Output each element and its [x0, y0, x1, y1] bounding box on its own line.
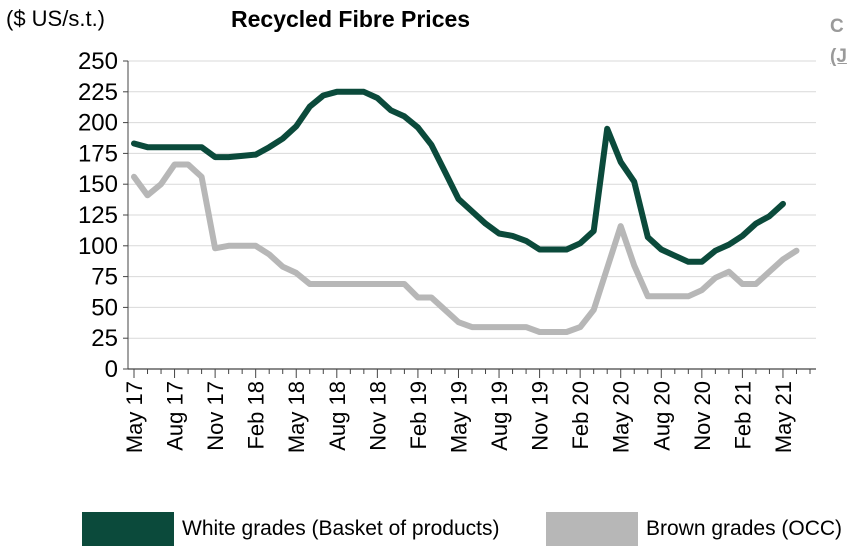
side-title-line-2: (J — [830, 46, 847, 67]
x-tick-label: May 19 — [446, 381, 471, 453]
side-title-line-1: C — [830, 16, 844, 37]
legend-item-brown-grades: Brown grades (OCC) — [546, 512, 842, 546]
x-tick-label: Feb 21 — [730, 381, 755, 450]
legend-label-white-grades: White grades (Basket of products) — [182, 517, 500, 540]
legend-label-brown-grades: Brown grades (OCC) — [646, 517, 843, 540]
legend-swatch-brown-grades — [546, 512, 638, 546]
x-tick-label: Nov 19 — [528, 381, 553, 451]
x-tick-label: Nov 18 — [365, 381, 390, 451]
x-tick-label: May 21 — [771, 381, 796, 453]
y-tick-label: 25 — [91, 325, 118, 352]
series-lines — [131, 88, 800, 335]
x-tick-label: Nov 20 — [690, 381, 715, 451]
y-tick-label: 125 — [78, 202, 118, 229]
x-tick-label: May 17 — [122, 381, 147, 453]
y-tick-label: 75 — [91, 264, 118, 291]
y-axis: 0 25 50 75 100 125 150 175 200 225 250 — [78, 48, 129, 383]
adjacent-chart-title-fragment: C (J — [830, 12, 847, 72]
series-line-white-grades — [131, 88, 786, 265]
legend-item-white-grades: White grades (Basket of products) — [82, 512, 499, 546]
x-tick-label: Aug 20 — [649, 381, 674, 451]
x-tick-label: Aug 17 — [163, 381, 188, 451]
x-tick-label: Feb 20 — [568, 381, 593, 450]
x-tick-label: Aug 19 — [487, 381, 512, 451]
x-tick-label: Nov 17 — [203, 381, 228, 451]
y-tick-label: 0 — [105, 356, 118, 383]
chart-title: Recycled Fibre Prices — [231, 6, 471, 32]
legend-swatch-white-grades — [82, 512, 174, 546]
y-tick-label: 175 — [78, 140, 118, 167]
y-tick-label: 50 — [91, 294, 118, 321]
x-tick-label: Feb 18 — [244, 381, 269, 450]
y-tick-label: 225 — [78, 79, 118, 106]
x-tick-label: Feb 19 — [406, 381, 431, 450]
y-tick-label: 250 — [78, 48, 118, 75]
x-axis: May 17 Aug 17 Nov 17 Feb 18 May 18 Aug 18 Nov … — [122, 368, 816, 453]
x-tick-label: Aug 18 — [325, 381, 350, 451]
y-tick-label: 100 — [78, 233, 118, 260]
y-unit-label: ($ US/s.t.) — [6, 6, 106, 31]
gridlines — [128, 60, 816, 339]
y-tick-label: 200 — [78, 110, 118, 137]
series-line-brown-grades — [131, 161, 800, 335]
x-tick-label: May 18 — [284, 381, 309, 453]
x-tick-label: May 20 — [609, 381, 634, 453]
y-tick-label: 150 — [78, 171, 118, 198]
